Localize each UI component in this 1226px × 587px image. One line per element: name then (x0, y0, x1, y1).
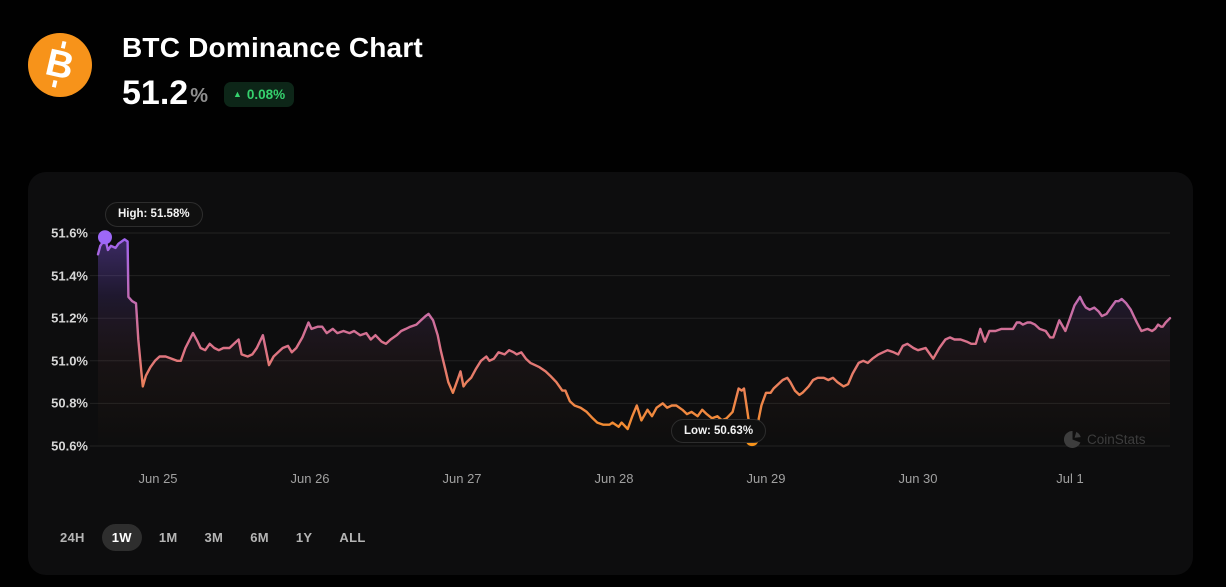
range-button-1y[interactable]: 1Y (286, 524, 323, 551)
range-button-3m[interactable]: 3M (195, 524, 234, 551)
range-button-all[interactable]: ALL (329, 524, 375, 551)
y-tick-label: 51.6% (51, 225, 88, 241)
range-button-6m[interactable]: 6M (240, 524, 279, 551)
range-button-1m[interactable]: 1M (149, 524, 188, 551)
range-button-24h[interactable]: 24H (50, 524, 95, 551)
x-tick-label: Jun 25 (138, 471, 178, 486)
y-tick-label: 51.4% (51, 268, 88, 284)
x-tick-label: Jun 28 (594, 471, 634, 486)
dominance-value-row: 51.2 % ▲ 0.08% (122, 76, 423, 110)
bitcoin-icon: B (28, 33, 92, 97)
x-tick-label: Jun 29 (746, 471, 786, 486)
y-tick-label: 50.8% (51, 395, 88, 411)
header-text: BTC Dominance Chart 51.2 % ▲ 0.08% (122, 32, 423, 110)
coinstats-icon (1064, 431, 1081, 448)
dominance-value: 51.2 (122, 73, 189, 112)
page-title: BTC Dominance Chart (122, 32, 423, 63)
chart-line (96, 236, 1172, 441)
change-value: 0.08% (246, 87, 286, 103)
range-button-1w[interactable]: 1W (101, 524, 142, 551)
dominance-value-unit: % (190, 85, 208, 108)
y-tick-label: 50.6% (51, 438, 88, 454)
y-tick-label: 51.2% (51, 310, 88, 326)
change-badge: ▲ 0.08% (223, 82, 295, 108)
chart-area-fill (98, 237, 1170, 446)
up-triangle-icon: ▲ (232, 89, 242, 100)
time-range-selector: 24H 1W 1M 3M 6M 1Y ALL (50, 524, 376, 551)
low-tooltip: Low: 50.63% (671, 418, 767, 444)
y-tick-label: 51.0% (51, 353, 88, 369)
high-point-dot (97, 230, 112, 245)
x-tick-label: Jul 1 (1056, 471, 1084, 486)
high-tooltip: High: 51.58% (104, 202, 203, 227)
header: B BTC Dominance Chart 51.2 % ▲ 0.08% (28, 32, 423, 110)
x-tick-label: Jun 26 (290, 471, 330, 486)
x-tick-label: Jun 27 (442, 471, 482, 486)
watermark: CoinStats (1064, 431, 1146, 448)
watermark-text: CoinStats (1087, 432, 1146, 447)
x-tick-label: Jun 30 (898, 471, 938, 486)
